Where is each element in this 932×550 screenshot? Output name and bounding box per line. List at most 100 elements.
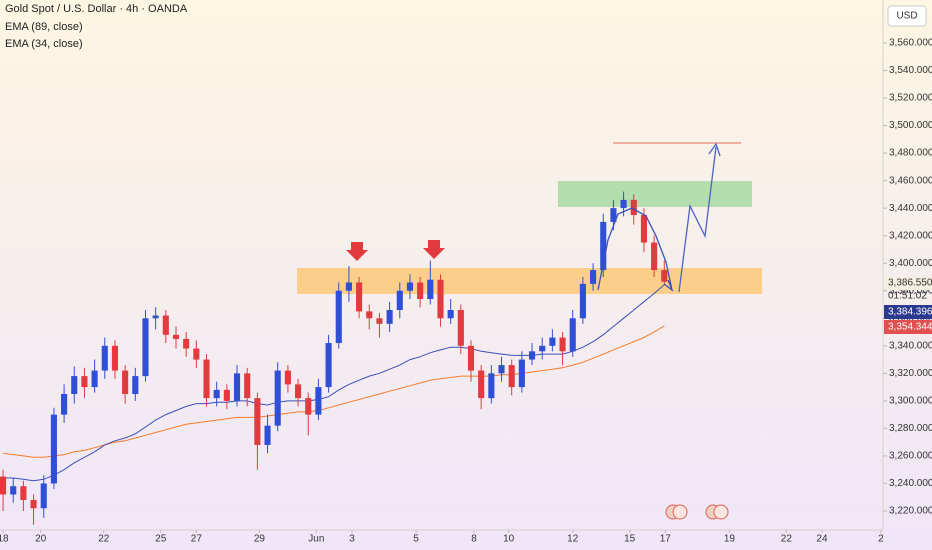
candle-body: [264, 425, 271, 445]
y-tick-label: 3,240.000: [889, 478, 932, 489]
candle-body: [315, 387, 322, 415]
plot: [0, 191, 668, 525]
down-arrow: [423, 240, 445, 259]
candle-body: [528, 351, 536, 360]
candle-body: [457, 310, 464, 346]
y-tick-label: 3,400.000: [889, 258, 932, 269]
candle-body: [651, 242, 658, 271]
ema-line: [3, 325, 665, 458]
candle-body: [356, 282, 363, 312]
candle-body: [274, 370, 281, 426]
x-tick-label: 17: [660, 534, 672, 545]
candle-body: [223, 389, 230, 401]
x-tick-label: 3: [349, 534, 355, 545]
candle-body: [203, 359, 210, 399]
y-tick-label: 3,340.000: [889, 340, 932, 351]
event-icon[interactable]: [672, 504, 688, 520]
price-label: 3,386.550: [888, 278, 932, 289]
candle-body: [518, 359, 525, 388]
candle-body: [447, 310, 454, 319]
y-tick-label: 3,300.000: [889, 396, 932, 407]
currency: USD: [896, 11, 917, 22]
arc-path: [597, 207, 673, 291]
x-tick-label: Jun: [308, 534, 324, 545]
candle-body: [162, 315, 169, 335]
candle-body: [488, 373, 495, 399]
event-icons: [665, 504, 729, 520]
candle-body: [386, 310, 393, 324]
y-tick-label: 3,380.000: [889, 285, 932, 296]
candle-body: [91, 370, 98, 388]
projection: [346, 142, 721, 293]
candle-body: [0, 476, 7, 495]
y-tick-label: 3,540.000: [889, 65, 932, 76]
x-tick-label: 10: [503, 534, 515, 545]
candle-body: [539, 345, 546, 352]
candle-body: [233, 373, 241, 401]
price-label: 3,354.344: [888, 322, 932, 333]
x-tick-label: 15: [624, 534, 636, 545]
x-tick-label: 2: [878, 534, 884, 545]
candle-body: [71, 376, 78, 394]
resistance-zone: [297, 268, 762, 294]
candle-body: [396, 290, 403, 311]
candle-body: [600, 221, 607, 271]
x-tick-label: 8: [471, 534, 477, 545]
y-tick-label: 3,560.000: [889, 38, 932, 49]
candle-body: [559, 337, 566, 352]
price-label-bg: [884, 276, 932, 290]
x-tick-label: 24: [816, 534, 828, 545]
target-zone: [558, 181, 752, 207]
y-tick-label: 3,480.000: [889, 148, 932, 159]
candle-body: [366, 311, 373, 319]
indicator-label: EMA (89, close): [5, 21, 83, 33]
x-tick-label: 22: [781, 534, 793, 545]
down-arrow: [346, 242, 368, 261]
candle-body: [569, 318, 576, 352]
x-tick-label: 18: [0, 534, 9, 545]
candle-body: [284, 370, 291, 385]
candle-body: [498, 365, 505, 374]
y-tick-label: 3,220.000: [889, 506, 932, 517]
y-tick-label: 3,280.000: [889, 423, 932, 434]
candle-body: [478, 370, 485, 399]
candle-body: [81, 376, 88, 388]
y-tick-label: 3,500.000: [889, 120, 932, 131]
arc-arrowhead: [663, 279, 674, 292]
candle-body: [101, 345, 108, 371]
candle-body: [620, 199, 627, 209]
candle-body: [610, 208, 617, 222]
candle-body: [549, 337, 556, 346]
y-tick-label: 3,460.000: [889, 175, 932, 186]
x-tick-label: 25: [155, 534, 167, 545]
candle-body: [427, 279, 434, 300]
candle-body: [40, 483, 47, 509]
candle-body: [30, 499, 37, 509]
candle-body: [640, 215, 647, 243]
candle-body: [295, 384, 302, 399]
candle-body: [244, 373, 251, 399]
candle-body: [325, 343, 332, 388]
candle-body: [10, 486, 17, 495]
x-tick-label: 20: [35, 534, 47, 545]
y-tick-label: 3,260.000: [889, 451, 932, 462]
candle-body: [630, 199, 637, 216]
candle-body: [467, 345, 475, 371]
x-tick-label: 5: [413, 534, 419, 545]
y-tick-label: 3,440.000: [889, 203, 932, 214]
x-tick-label: 19: [724, 534, 736, 545]
x-tick-label: 29: [254, 534, 266, 545]
candle-body: [183, 338, 190, 349]
candle-body: [437, 279, 444, 319]
projection-path: [678, 146, 717, 293]
candle-body: [305, 398, 312, 415]
candle-body: [152, 315, 159, 319]
y-tick-label: 3,320.000: [889, 368, 932, 379]
candle-body: [345, 282, 352, 291]
event-icon[interactable]: [713, 504, 729, 520]
y-tick-label: 3,420.000: [889, 230, 932, 241]
candle-body: [132, 376, 139, 394]
currency-button[interactable]: [887, 5, 927, 27]
projection-arrowhead: [708, 142, 721, 157]
